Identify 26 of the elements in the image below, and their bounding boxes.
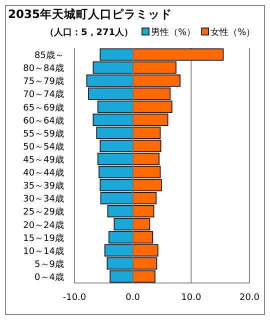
y-tick-label: 70～74歳 <box>23 89 64 100</box>
y-tick-label: 85歳～ <box>34 50 64 62</box>
y-tick-label: 40～44歳 <box>23 168 64 179</box>
legend-label: 女性（%） <box>210 27 256 38</box>
y-tick-label: 60～64歳 <box>23 115 64 126</box>
x-tick-label: -10.0 <box>62 293 86 303</box>
y-tick-label: 15～19歳 <box>23 232 64 244</box>
y-tick-label: 25～29歳 <box>23 206 64 218</box>
y-tick-label: 65～69歳 <box>23 102 64 114</box>
y-tick-label: 0～4歳 <box>34 272 64 283</box>
chart-title: 2035年天城町人口ピラミッド <box>8 7 172 21</box>
y-tick-label: 10～14歳 <box>23 246 64 257</box>
y-tick-label: 30～34歳 <box>23 194 64 205</box>
x-tick-label: 20.0 <box>239 293 260 303</box>
y-tick-label: 35～39歳 <box>23 180 64 192</box>
y-tick-label: 45～49歳 <box>23 154 64 166</box>
y-tick-label: 55～59歳 <box>23 128 64 140</box>
y-tick-label: 5～9歳 <box>34 258 64 270</box>
chart-subtitle: （人口：5，271人） <box>45 27 134 38</box>
y-tick-label: 20～24歳 <box>23 220 64 231</box>
y-tick-label: 80～84歳 <box>23 63 64 74</box>
x-tick-label: 10.0 <box>181 293 202 303</box>
x-tick-label: 0.0 <box>126 293 140 303</box>
y-tick-label: 75～79歳 <box>23 76 64 88</box>
legend-label: 男性（%） <box>151 27 196 38</box>
y-tick-label: 50～54歳 <box>23 141 64 152</box>
